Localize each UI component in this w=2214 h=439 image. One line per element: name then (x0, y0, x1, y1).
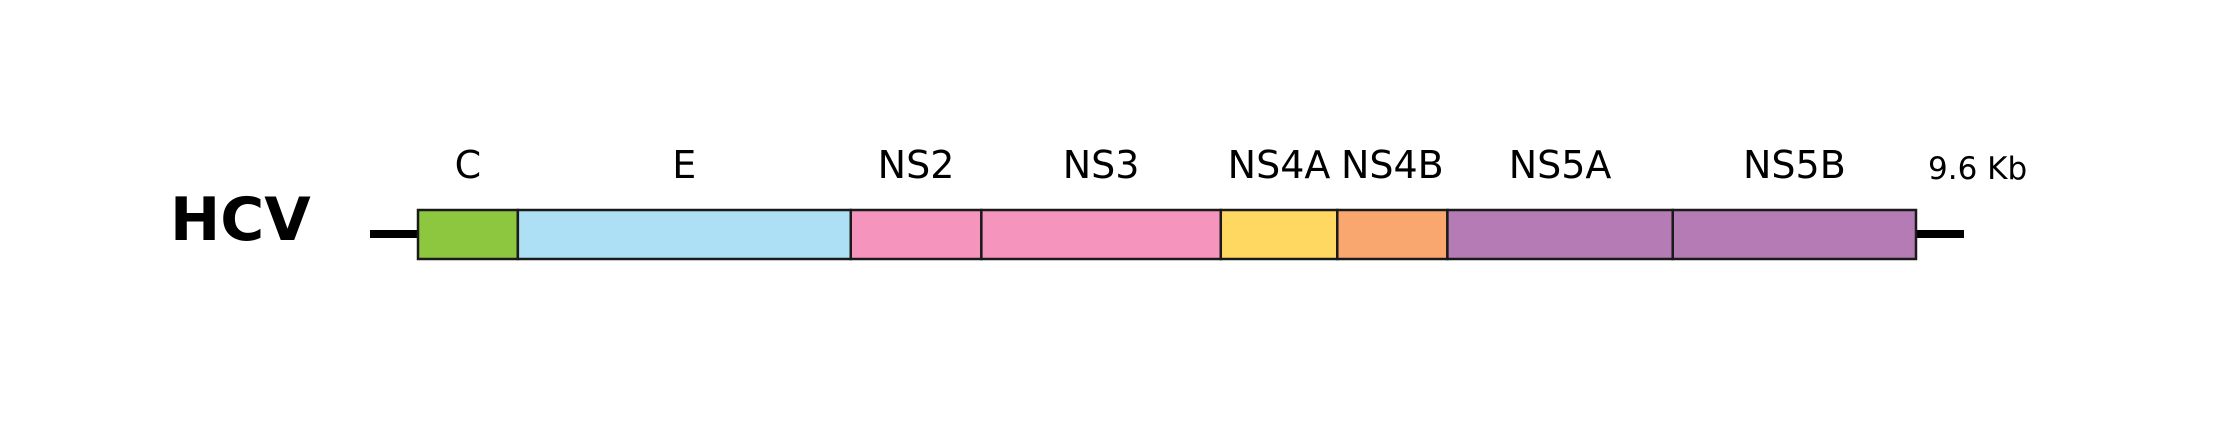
segment-ns5a (1446, 208, 1674, 261)
segment-label-ns5a: NS5A (1509, 143, 1612, 187)
segment-label-ns4a: NS4A (1228, 143, 1331, 187)
segment-labels: C E NS2 NS3 NS4A NS4B NS5A NS5B (455, 143, 1846, 187)
segment-ns2 (849, 208, 983, 261)
segment-ns3 (980, 208, 1223, 261)
segment-ns5b (1671, 208, 1918, 261)
genome-length-label: 9.6 Kb (1928, 151, 2027, 187)
segment-label-c: C (455, 143, 482, 187)
segment-label-ns3: NS3 (1063, 143, 1140, 187)
segment-ns4a (1219, 208, 1339, 261)
segment-ns4b (1336, 208, 1449, 261)
segment-label-e: E (672, 143, 696, 187)
segment-label-ns4b: NS4B (1341, 143, 1444, 187)
segment-e (516, 208, 853, 261)
genome-name: HCV (170, 185, 311, 255)
genome-segments (416, 208, 1918, 261)
segment-label-ns5b: NS5B (1743, 143, 1846, 187)
segment-c (416, 208, 520, 261)
segment-label-ns2: NS2 (878, 143, 955, 187)
